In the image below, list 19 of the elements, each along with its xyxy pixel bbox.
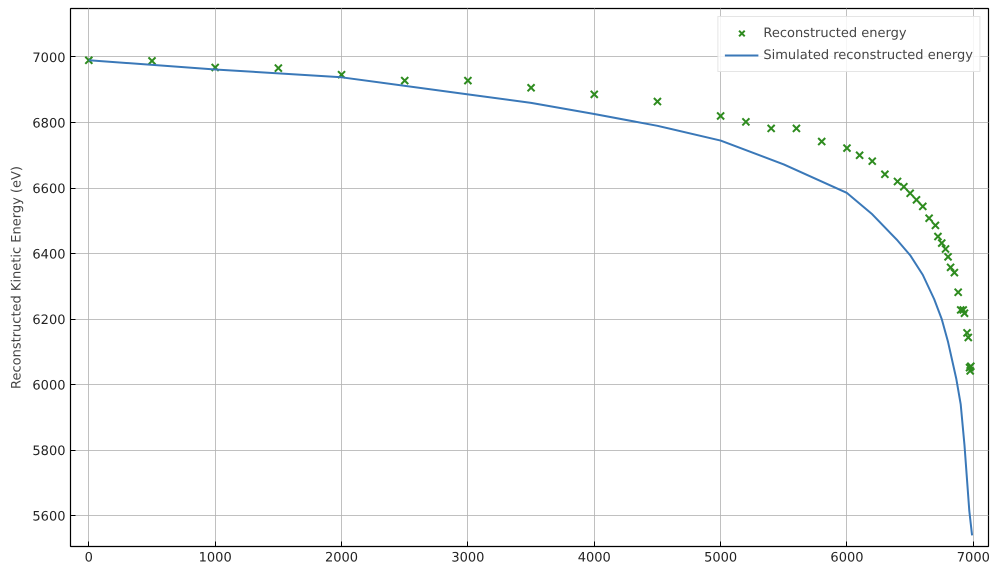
y-tick-label: 5800 (32, 444, 66, 460)
y-tick-label: 6400 (32, 248, 66, 263)
legend-label: Reconstructed energy (763, 26, 907, 40)
y-tick-label: 5600 (32, 510, 66, 525)
y-tick-label: 6200 (32, 313, 66, 328)
x-tick-label: 3000 (451, 550, 484, 566)
x-tick-label: 0 (84, 550, 93, 566)
y-tick-label: 6600 (32, 182, 66, 198)
x-tick-label: 2000 (325, 550, 358, 566)
x-tick-label: 4000 (578, 550, 611, 566)
legend-label: Simulated reconstructed energy (763, 48, 973, 62)
y-tick-label: 6000 (32, 378, 66, 394)
x-tick-label: 5000 (704, 550, 738, 566)
y-tick-label: 6800 (32, 116, 66, 132)
x-tick-label: 1000 (198, 550, 232, 566)
x-tick-label: 6000 (830, 550, 864, 566)
x-tick-label: 7000 (956, 550, 990, 566)
y-tick-label: 7000 (32, 50, 66, 66)
y-axis-title: Reconstructed Kinetic Energy (eV) (9, 166, 24, 389)
